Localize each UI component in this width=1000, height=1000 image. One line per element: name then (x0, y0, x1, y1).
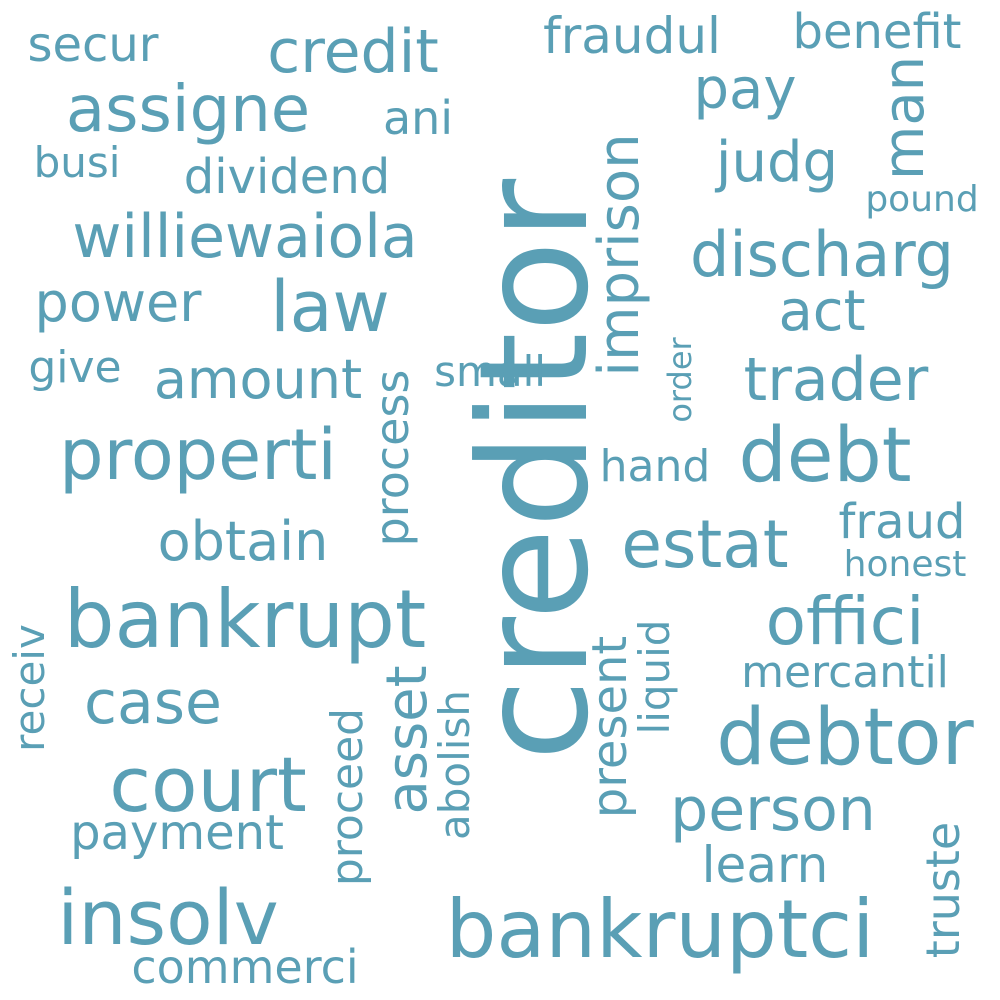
word-order: order (661, 337, 699, 423)
word-properti: properti (59, 414, 337, 496)
word-payment: payment (70, 805, 284, 861)
word-secur: secur (27, 17, 159, 73)
word-case: case (84, 668, 222, 738)
word-debtor: debtor (716, 693, 974, 783)
word-commerci: commerci (131, 940, 359, 994)
word-liquid: liquid (630, 619, 679, 735)
word-small: small (434, 347, 546, 396)
word-amount: amount (153, 348, 363, 411)
word-process: process (365, 369, 419, 547)
word-judg: judg (715, 130, 839, 195)
word-law: law (270, 266, 390, 348)
word-offici: offici (765, 583, 925, 660)
word-proceed: proceed (322, 707, 373, 887)
word-mercantil: mercantil (741, 647, 949, 698)
word-court: court (109, 740, 307, 829)
word-ani: ani (382, 91, 454, 145)
word-debt: debt (738, 410, 912, 499)
word-benefit: benefit (792, 4, 962, 60)
word-pound: pound (865, 179, 979, 220)
word-fraudul: fraudul (543, 7, 721, 65)
word-asset: asset (375, 665, 440, 815)
word-williewaiola: williewaiola (72, 202, 418, 272)
word-imprison: imprison (587, 133, 652, 377)
word-abolish: abolish (430, 690, 479, 840)
word-pay: pay (693, 57, 797, 122)
word-insolv: insolv (57, 873, 279, 962)
word-power: power (34, 271, 202, 334)
word-dividend: dividend (183, 149, 391, 205)
word-truste: truste (916, 821, 970, 959)
word-honest: honest (843, 544, 967, 585)
word-fraud: fraud (838, 494, 966, 550)
word-bankruptci: bankruptci (445, 883, 875, 976)
word-man: man (872, 55, 937, 181)
word-bankrupt: bankrupt (63, 573, 427, 666)
word-person: person (670, 775, 876, 845)
word-discharg: discharg (689, 218, 955, 291)
word-assigne: assigne (65, 73, 311, 147)
word-learn: learn (701, 836, 829, 894)
word-trader: trader (743, 345, 929, 415)
word-give: give (28, 342, 122, 393)
word-estat: estat (621, 506, 789, 583)
word-receiv: receiv (5, 624, 54, 752)
word-present: present (582, 635, 638, 819)
word-hand: hand (599, 441, 711, 492)
word-credit: credit (267, 17, 439, 87)
word-busi: busi (33, 138, 121, 187)
word-obtain: obtain (157, 510, 329, 573)
word-act: act (778, 279, 866, 344)
